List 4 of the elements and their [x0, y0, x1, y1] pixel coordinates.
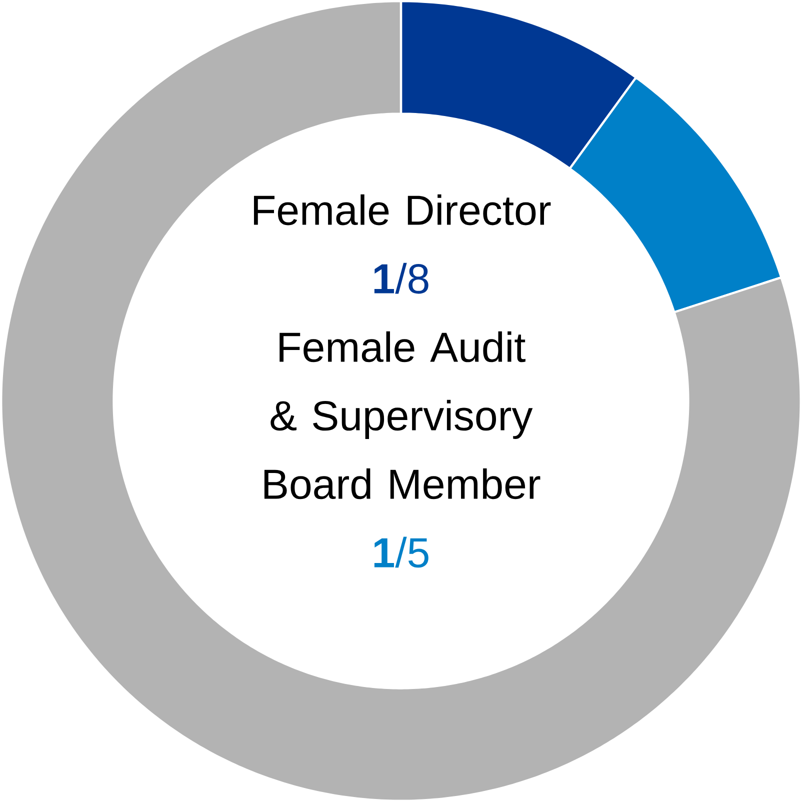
text: Female Audit & Supervisory Board Member	[264, 331, 540, 500]
text: Female Director	[254, 194, 551, 226]
text: 1/8	[374, 262, 428, 294]
text: 1/5	[374, 536, 428, 568]
